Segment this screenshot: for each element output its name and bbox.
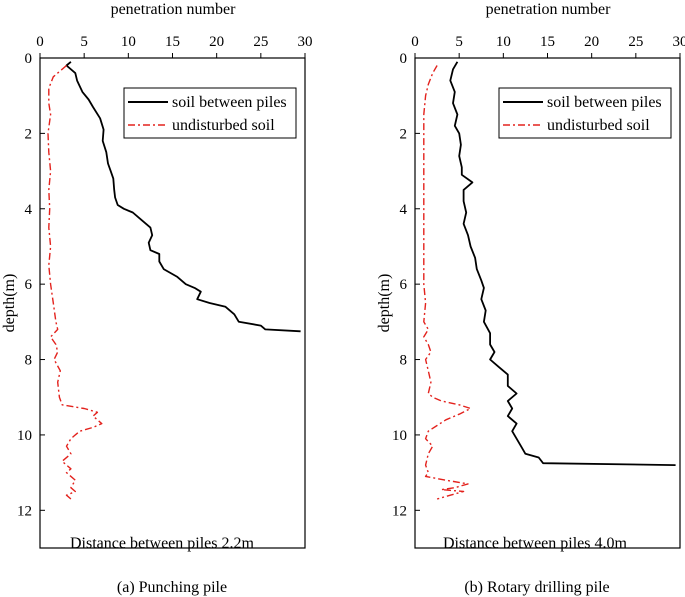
x-tick-label: 30 (673, 34, 685, 50)
x-axis-title: penetration number (111, 1, 237, 18)
x-tick-label: 10 (121, 34, 136, 50)
y-tick-label: 6 (25, 277, 33, 293)
y-tick-label: 10 (17, 428, 32, 444)
series-line-undisturbed-soil (423, 65, 472, 500)
x-axis-title: penetration number (486, 1, 612, 18)
y-axis-title: depth(m) (1, 274, 18, 333)
legend: soil between piles undisturbed soil (498, 87, 672, 139)
caption-a: (a) Punching pile (117, 579, 227, 596)
series-group (47, 61, 301, 500)
x-tick-label: 30 (298, 34, 313, 50)
x-tick-label: 20 (584, 34, 599, 50)
y-tick-label: 2 (400, 126, 408, 142)
x-tick-label: 5 (455, 34, 463, 50)
legend-label: soil between piles (547, 94, 662, 111)
chart-panel-a: penetration number depth(m) 0 5 10 15 20 25 30… (1, 1, 313, 552)
y-tick-label: 4 (400, 202, 408, 218)
series-line-soil-between-piles (65, 61, 301, 333)
axis-ticks: 0 5 10 15 20 25 30 0 2 4 6 8 10 12 (392, 34, 685, 519)
y-tick-label: 0 (400, 51, 408, 67)
legend-box (498, 87, 672, 139)
series-line-undisturbed-soil (47, 64, 103, 500)
x-tick-label: 15 (165, 34, 180, 50)
axis-ticks: 0 5 10 15 20 25 30 0 2 4 6 8 10 12 (17, 34, 313, 519)
y-tick-label: 12 (17, 503, 32, 519)
x-tick-label: 0 (411, 34, 419, 50)
legend-label: undisturbed soil (172, 117, 275, 134)
x-tick-label: 0 (36, 34, 44, 50)
x-tick-label: 25 (253, 34, 268, 50)
pile-distance-note: Distance between piles 4.0m (443, 535, 628, 552)
caption-b: (b) Rotary drilling pile (464, 579, 609, 596)
y-tick-label: 0 (25, 51, 33, 67)
chart-panel-b: penetration number depth(m) 0 5 10 15 20 25 30… (376, 1, 685, 552)
legend-label: soil between piles (172, 94, 287, 111)
legend: soil between piles undisturbed soil (123, 87, 297, 139)
series-group (423, 61, 676, 500)
legend-label: undisturbed soil (547, 117, 650, 134)
x-tick-label: 5 (80, 34, 88, 50)
y-tick-label: 8 (25, 353, 33, 369)
x-tick-label: 10 (496, 34, 511, 50)
legend-box (123, 87, 297, 139)
y-tick-label: 12 (392, 503, 407, 519)
pile-distance-note: Distance between piles 2.2m (70, 535, 255, 552)
x-tick-label: 20 (209, 34, 224, 50)
y-tick-label: 10 (392, 428, 407, 444)
y-axis-title: depth(m) (376, 274, 393, 333)
y-tick-label: 4 (25, 202, 33, 218)
y-tick-label: 8 (400, 353, 408, 369)
y-tick-label: 6 (400, 277, 408, 293)
y-tick-label: 2 (25, 126, 33, 142)
x-tick-label: 25 (628, 34, 643, 50)
series-line-soil-between-piles (449, 61, 676, 466)
x-tick-label: 15 (540, 34, 555, 50)
